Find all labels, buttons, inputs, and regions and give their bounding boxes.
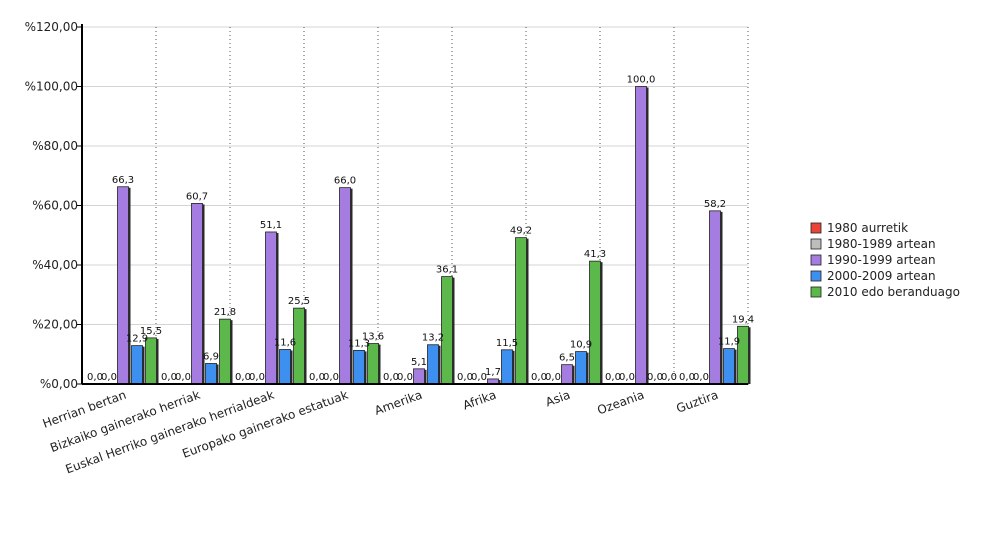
data-label: 11,9 — [718, 337, 740, 348]
bar — [265, 231, 277, 385]
bar — [441, 276, 453, 385]
data-label: 51,1 — [260, 220, 282, 231]
data-label: 0,0 — [383, 372, 399, 383]
legend-swatch — [810, 270, 822, 282]
bar — [339, 187, 351, 385]
legend-label: 1980-1989 artean — [827, 237, 936, 251]
data-label: 0,0 — [235, 372, 251, 383]
data-label: 0,0 — [693, 372, 709, 383]
data-label: 0,0 — [87, 372, 103, 383]
data-label: 11,6 — [274, 337, 296, 348]
data-label: 49,2 — [510, 226, 532, 237]
data-label: 25,5 — [288, 296, 310, 307]
data-label: 11,3 — [348, 338, 370, 349]
legend: 1980 aurretik 1980-1989 artean 1990-1999 a… — [810, 221, 960, 299]
data-label: 12,9 — [126, 334, 148, 345]
bar — [413, 368, 425, 385]
legend-label: 2010 edo beranduago — [827, 285, 960, 299]
bar — [515, 237, 527, 385]
x-tick-label: Afrika — [461, 388, 498, 413]
data-label: 0,0 — [323, 372, 339, 383]
data-label: 0,0 — [175, 372, 191, 383]
bar — [589, 260, 601, 385]
bar — [131, 345, 143, 385]
y-tick-label: %0,00 — [40, 377, 78, 391]
data-label: 0,0 — [101, 372, 117, 383]
data-label: 10,9 — [570, 340, 592, 351]
legend-swatch — [810, 286, 822, 298]
legend-label: 1980 aurretik — [827, 221, 908, 235]
legend-label: 2000-2009 artean — [827, 269, 936, 283]
bar — [367, 343, 379, 385]
data-label: 11,5 — [496, 338, 518, 349]
bar — [723, 348, 735, 385]
bars-layer — [117, 86, 751, 385]
bar — [575, 351, 587, 385]
data-label: 21,8 — [214, 307, 236, 318]
data-label: 13,6 — [362, 332, 384, 343]
y-tick-label: %100,00 — [25, 80, 78, 94]
bar — [561, 364, 573, 385]
x-tick-label: Asia — [544, 388, 572, 410]
data-label: 0,0 — [309, 372, 325, 383]
data-label: 13,2 — [422, 333, 444, 344]
data-label: 0,0 — [647, 372, 663, 383]
legend-swatch — [810, 238, 822, 250]
data-label: 100,0 — [627, 75, 656, 86]
bar — [737, 325, 749, 385]
x-tick-label: Guztira — [674, 388, 720, 416]
data-label: 5,1 — [411, 357, 427, 368]
y-tick-label: %20,00 — [32, 318, 78, 332]
data-label: 66,3 — [112, 175, 134, 186]
legend-swatch — [810, 222, 822, 234]
x-tick-label: Amerika — [373, 388, 424, 418]
bar — [501, 349, 513, 385]
data-label: 36,1 — [436, 265, 458, 276]
bar — [635, 86, 647, 385]
data-label: 0,0 — [545, 372, 561, 383]
data-label: 60,7 — [186, 191, 208, 202]
data-label: 19,4 — [732, 314, 754, 325]
y-tick-label: %120,00 — [25, 20, 78, 34]
data-label: 0,0 — [249, 372, 265, 383]
bar — [191, 203, 203, 385]
data-label: 6,9 — [203, 351, 219, 362]
data-label: 0,0 — [619, 372, 635, 383]
data-label: 0,0 — [397, 372, 413, 383]
x-tick-label: Ozeania — [595, 388, 646, 418]
bar — [353, 349, 365, 385]
bar — [117, 186, 129, 385]
legend-label: 1990-1999 artean — [827, 253, 936, 267]
data-label: 0,0 — [471, 372, 487, 383]
bar — [709, 210, 721, 385]
data-label: 58,2 — [704, 199, 726, 210]
data-labels-layer: 0,00,066,312,915,50,00,060,76,921,80,00,… — [87, 75, 754, 384]
bar — [145, 337, 157, 385]
bar — [427, 344, 439, 385]
data-label: 0,0 — [161, 372, 177, 383]
data-label: 15,5 — [140, 326, 162, 337]
data-label: 0,0 — [661, 372, 677, 383]
data-label: 0,0 — [531, 372, 547, 383]
data-label: 0,0 — [457, 372, 473, 383]
bar — [205, 363, 217, 385]
data-label: 6,5 — [559, 353, 575, 364]
y-tick-label: %60,00 — [32, 199, 78, 213]
data-label: 1,7 — [485, 367, 501, 378]
legend-swatch — [810, 254, 822, 266]
data-label: 0,0 — [679, 372, 695, 383]
data-label: 66,0 — [334, 176, 356, 187]
y-tick-label: %40,00 — [32, 258, 78, 272]
data-label: 0,0 — [605, 372, 621, 383]
bar — [219, 318, 231, 385]
y-tick-label: %80,00 — [32, 139, 78, 153]
data-label: 41,3 — [584, 249, 606, 260]
bar — [279, 349, 291, 385]
